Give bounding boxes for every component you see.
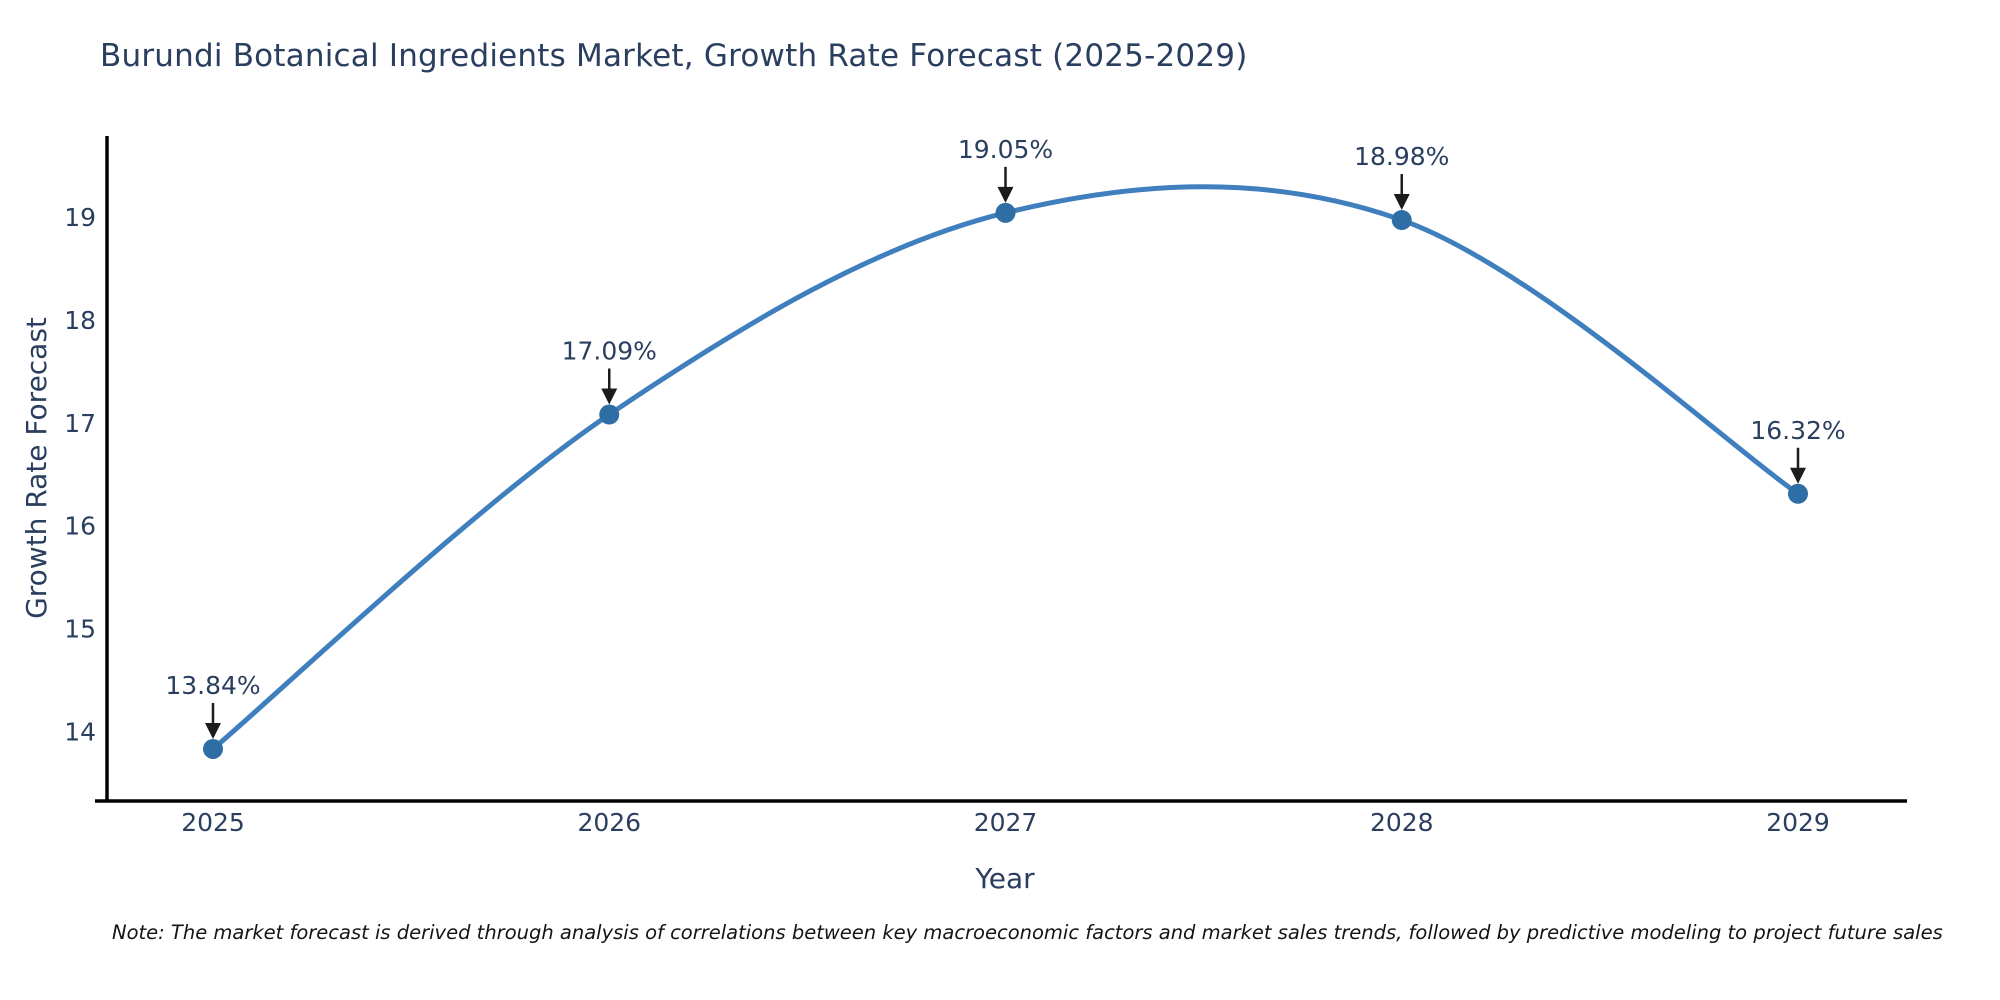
point-annotation: 18.98%: [1354, 142, 1449, 211]
x-axis-ticks: 2025 2026 2027 2028 2029: [181, 808, 1830, 837]
y-tick-label: 15: [64, 615, 96, 644]
x-tick-label: 2028: [1370, 808, 1434, 837]
y-tick-label: 17: [64, 409, 96, 438]
data-point-markers: [203, 202, 1808, 759]
x-tick-label: 2026: [577, 808, 641, 837]
data-point-annotations: 13.84% 17.09% 19.05% 18.98% 16.32%: [165, 135, 1846, 739]
annotation-arrowhead-icon: [205, 722, 221, 739]
x-tick-label: 2025: [181, 808, 245, 837]
data-point-marker: [1788, 483, 1808, 504]
x-tick-label: 2029: [1766, 808, 1830, 837]
data-point-marker: [995, 202, 1016, 223]
point-value-label: 18.98%: [1354, 142, 1449, 171]
data-point-marker: [599, 404, 620, 425]
point-annotation: 16.32%: [1750, 416, 1846, 484]
y-tick-label: 19: [64, 203, 96, 232]
y-axis-ticks: 14 15 16 17 18 19: [64, 203, 96, 747]
point-value-label: 19.05%: [958, 135, 1053, 164]
annotation-arrowhead-icon: [1393, 194, 1410, 211]
point-annotation: 13.84%: [165, 671, 261, 739]
point-annotation: 17.09%: [562, 337, 657, 405]
annotation-arrowhead-icon: [1790, 467, 1806, 484]
annotation-arrowhead-icon: [997, 186, 1014, 203]
point-value-label: 13.84%: [165, 671, 260, 700]
y-tick-label: 14: [64, 718, 96, 747]
y-axis-title: Growth Rate Forecast: [20, 317, 53, 619]
forecast-line: [210, 184, 1801, 752]
y-tick-label: 18: [64, 306, 96, 335]
data-point-marker: [1391, 210, 1412, 231]
y-tick-label: 16: [64, 512, 96, 541]
point-annotation: 19.05%: [958, 135, 1053, 203]
chart-title: Burundi Botanical Ingredients Market, Gr…: [100, 38, 1248, 74]
methodology-note: Note: The market forecast is derived thr…: [112, 921, 1943, 944]
annotation-arrowhead-icon: [601, 388, 618, 405]
point-value-label: 17.09%: [562, 337, 657, 366]
data-point-marker: [203, 738, 223, 759]
point-value-label: 16.32%: [1750, 416, 1845, 445]
forecast-line-series: [210, 184, 1801, 752]
x-axis-title: Year: [974, 862, 1035, 895]
x-tick-label: 2027: [974, 808, 1038, 837]
